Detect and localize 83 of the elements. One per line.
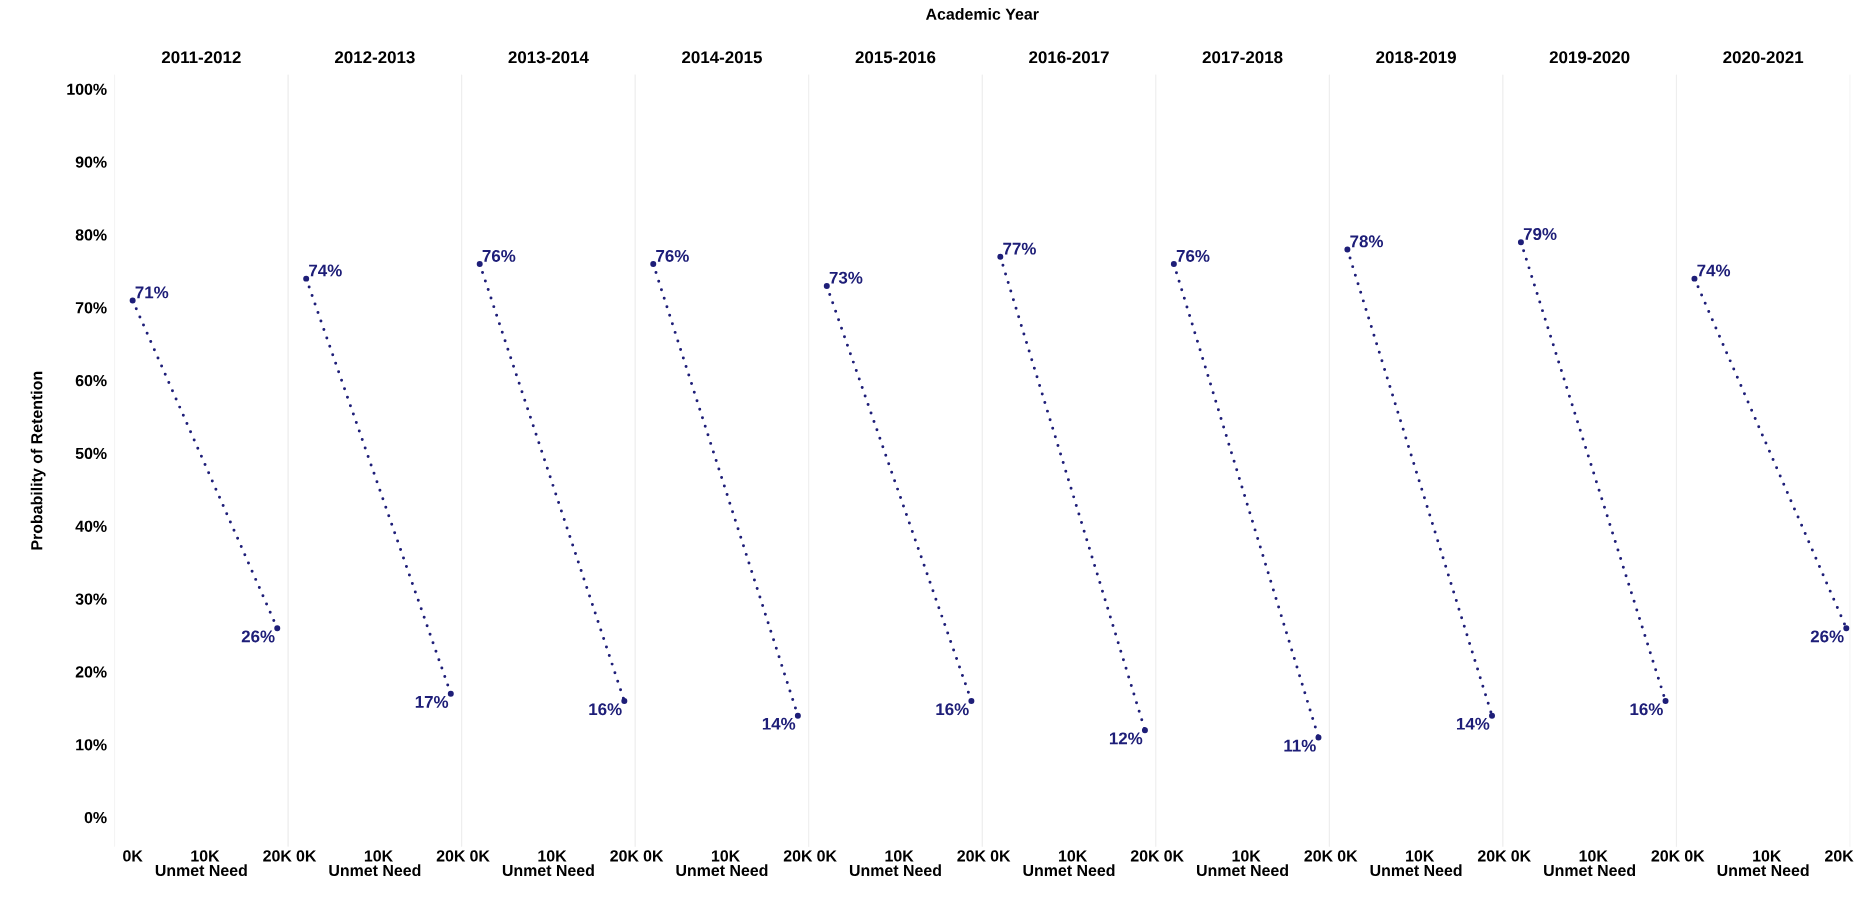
x-tick-label: 0K bbox=[1164, 850, 1184, 862]
chart-title: 2020-2021 bbox=[1723, 51, 1804, 64]
x-tick-label: 10K bbox=[885, 850, 914, 862]
chart-title: 2018-2019 bbox=[1376, 51, 1456, 64]
y-tick-label: 90% bbox=[75, 156, 107, 168]
x-tick-label: 0K bbox=[123, 850, 143, 862]
chart-title: 2012-2013 bbox=[334, 50, 415, 64]
x-tick-label: 20K bbox=[1304, 850, 1333, 862]
data-label: 12% bbox=[1109, 732, 1143, 745]
y-tick-label: 40% bbox=[75, 520, 107, 532]
y-tick-label: 80% bbox=[75, 229, 107, 241]
y-tick-label: 10% bbox=[76, 738, 107, 751]
x-tick-label: 0K bbox=[1684, 850, 1705, 862]
x-axis-title: Unmet Need bbox=[849, 864, 941, 876]
y-tick-label: 20% bbox=[75, 666, 107, 678]
data-label: 74% bbox=[309, 264, 342, 277]
data-label: 14% bbox=[762, 717, 796, 730]
x-tick-label: 10K bbox=[1406, 850, 1435, 862]
data-label: 76% bbox=[656, 249, 689, 262]
chart-title: 2015-2016 bbox=[855, 51, 936, 64]
x-axis-title: Unmet Need bbox=[155, 864, 247, 876]
x-tick-label: 0K bbox=[1511, 850, 1531, 862]
data-label: 73% bbox=[829, 271, 863, 284]
data-label: 74% bbox=[1697, 264, 1731, 277]
chart-title: 2017-2018 bbox=[1202, 51, 1283, 64]
x-tick-label: 20K bbox=[783, 850, 813, 862]
chart-title: 2016-2017 bbox=[1029, 51, 1109, 64]
chart-title: 2011-2012 bbox=[161, 51, 241, 64]
data-label: 11% bbox=[1284, 739, 1316, 752]
data-label: 71% bbox=[135, 286, 169, 299]
x-tick-label: 20K bbox=[263, 850, 292, 862]
x-axis-title: Unmet Need bbox=[502, 864, 594, 876]
x-axis-title: Unmet Need bbox=[676, 864, 768, 876]
y-tick-label: 30% bbox=[75, 593, 107, 605]
data-label: 16% bbox=[936, 703, 969, 716]
data-label: 26% bbox=[241, 630, 275, 643]
x-axis-title: Unmet Need bbox=[1717, 864, 1809, 876]
x-tick-label: 10K bbox=[1059, 850, 1088, 862]
x-axis-title: Unmet Need bbox=[1370, 864, 1462, 876]
y-tick-label: 100% bbox=[67, 83, 107, 95]
x-axis-title: Unmet Need bbox=[1197, 864, 1288, 876]
data-label: 26% bbox=[1810, 630, 1844, 643]
x-tick-label: 20K bbox=[1477, 850, 1507, 862]
data-label: 17% bbox=[415, 695, 449, 708]
data-label: 14% bbox=[1457, 717, 1490, 730]
y-tick-label: 50% bbox=[75, 447, 107, 459]
x-tick-label: 10K bbox=[191, 850, 220, 862]
x-tick-label: 0K bbox=[990, 850, 1011, 862]
chart-title: 2013-2014 bbox=[508, 50, 589, 64]
data-label: 78% bbox=[1350, 235, 1384, 248]
chart-title: 2019-2020 bbox=[1549, 51, 1630, 64]
x-tick-label: 20K bbox=[957, 850, 986, 862]
x-tick-label: 20K bbox=[1651, 850, 1681, 862]
data-label: 76% bbox=[482, 249, 516, 262]
x-tick-label: 0K bbox=[817, 850, 837, 862]
y-tick-label: 60% bbox=[75, 374, 107, 387]
chart-title: 2014-2015 bbox=[682, 51, 762, 64]
x-axis-title: Unmet Need bbox=[1544, 864, 1636, 876]
x-axis-title: Unmet Need bbox=[1023, 864, 1115, 876]
x-tick-label: 20K bbox=[1130, 850, 1160, 862]
x-tick-label: 10K bbox=[711, 850, 741, 862]
x-tick-label: 20K bbox=[436, 850, 466, 862]
x-tick-label: 0K bbox=[296, 850, 317, 862]
x-tick-label: 0K bbox=[643, 850, 664, 862]
data-label: 79% bbox=[1523, 227, 1557, 240]
y-axis-title: Probability of Retention bbox=[30, 371, 46, 550]
x-tick-label: 10K bbox=[1753, 850, 1782, 862]
x-tick-label: 20K bbox=[1825, 850, 1854, 862]
text: Academic Year bbox=[925, 7, 1039, 20]
y-tick-label: 70% bbox=[75, 301, 107, 314]
data-label: 16% bbox=[589, 703, 622, 716]
data-label: 77% bbox=[1003, 242, 1036, 255]
data-label: 76% bbox=[1176, 249, 1210, 262]
x-tick-label: 0K bbox=[470, 850, 490, 862]
x-tick-label: 10K bbox=[1232, 850, 1261, 862]
data-label: 16% bbox=[1630, 703, 1663, 716]
x-axis-title: Unmet Need bbox=[329, 864, 421, 876]
x-tick-label: 10K bbox=[538, 850, 567, 862]
x-tick-label: 10K bbox=[1579, 850, 1608, 862]
x-tick-label: 20K bbox=[610, 850, 639, 862]
x-tick-label: 10K bbox=[364, 850, 393, 862]
x-tick-label: 0K bbox=[1337, 850, 1358, 862]
y-tick-label: 0% bbox=[84, 811, 107, 824]
